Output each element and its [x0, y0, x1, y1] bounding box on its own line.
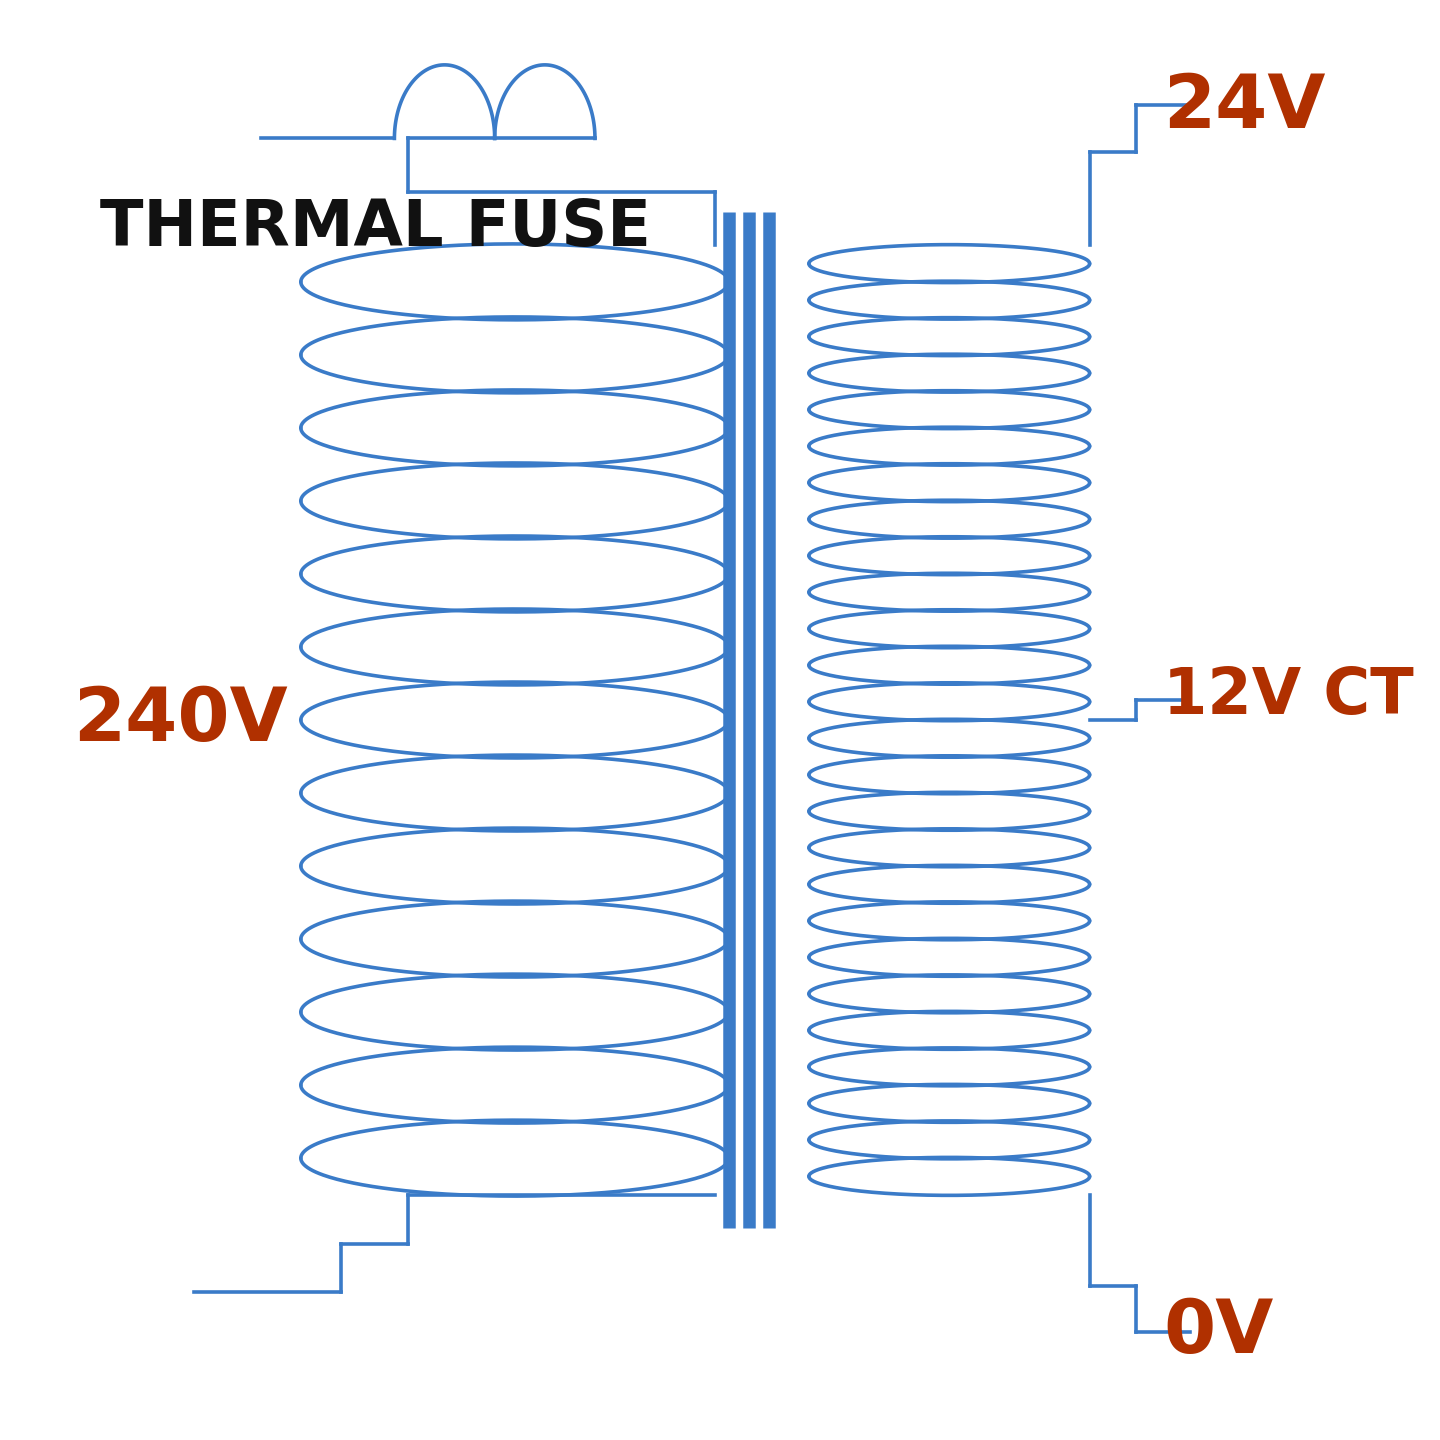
Text: 12V CT: 12V CT: [1164, 665, 1414, 727]
Text: 240V: 240V: [73, 684, 288, 756]
Text: 0V: 0V: [1164, 1296, 1273, 1369]
Text: 24V: 24V: [1164, 71, 1326, 144]
Text: THERMAL FUSE: THERMAL FUSE: [101, 197, 651, 259]
